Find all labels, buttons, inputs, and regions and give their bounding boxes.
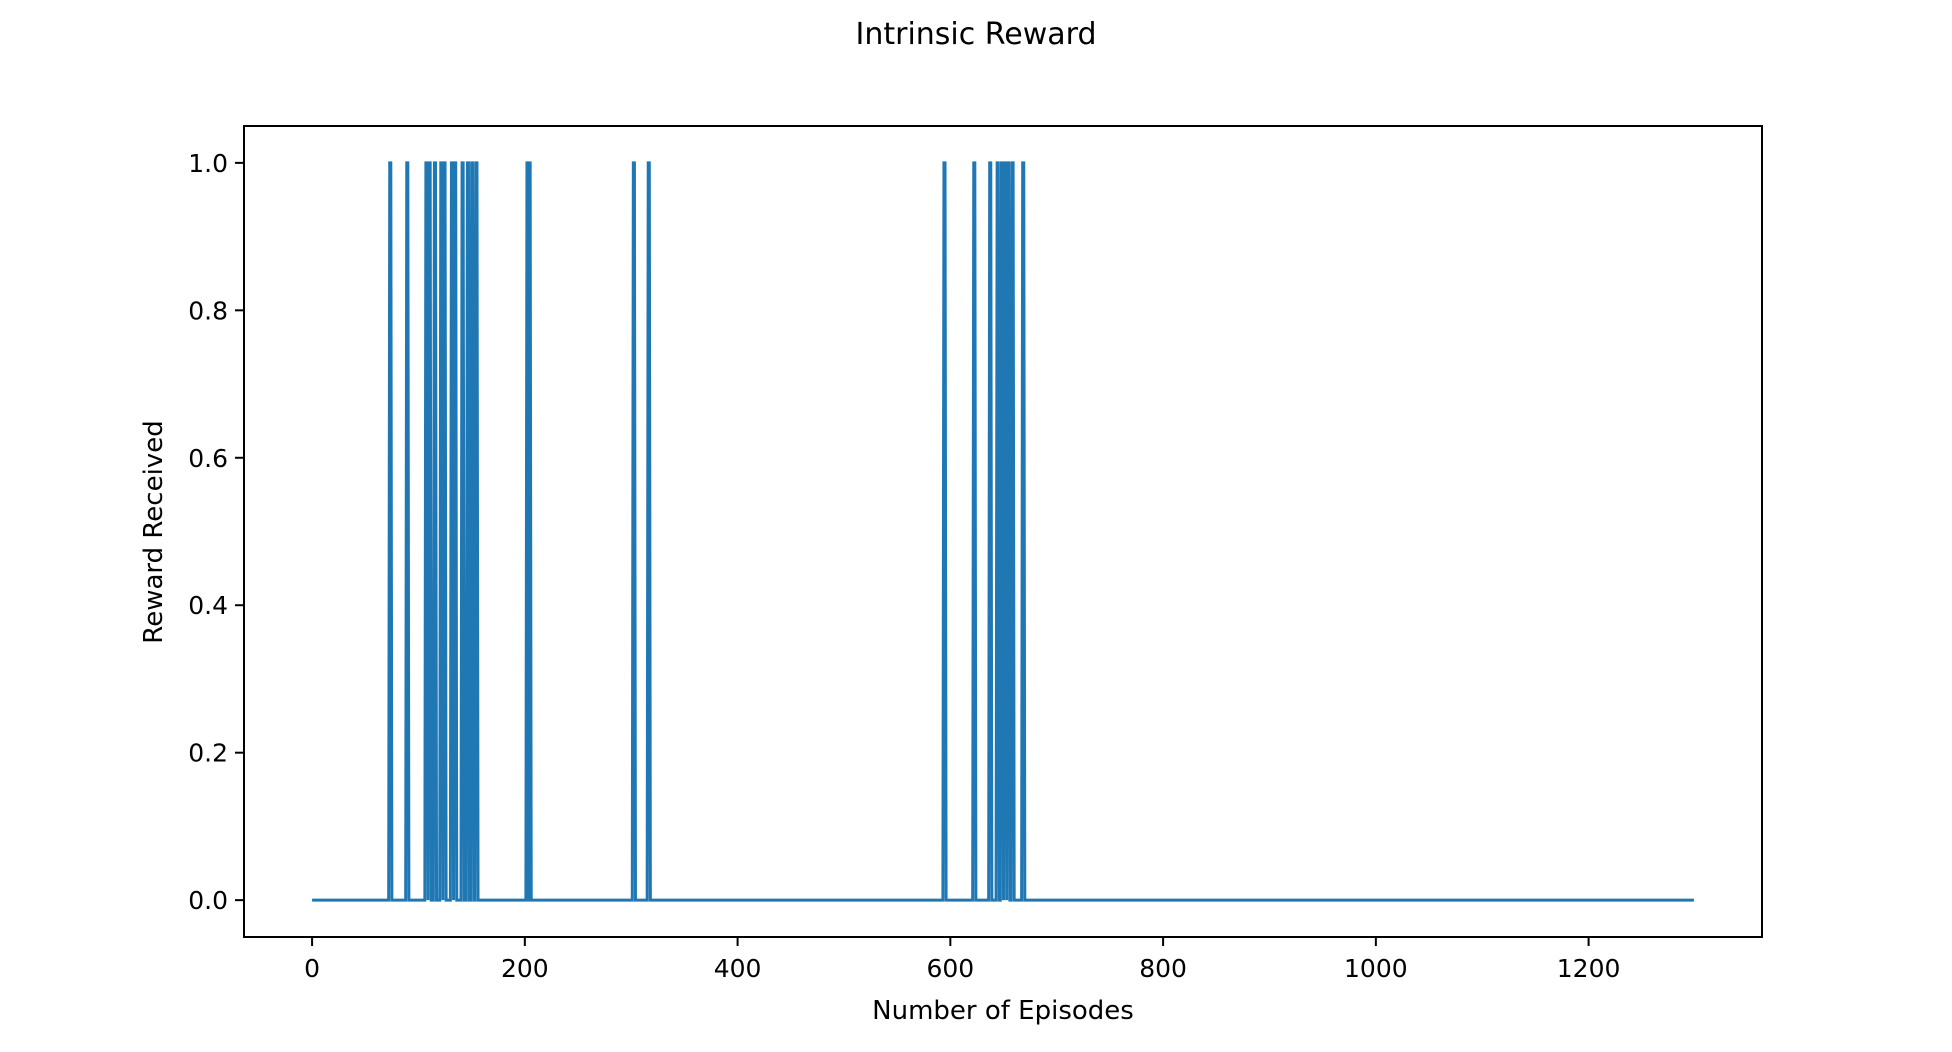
x-tick-label: 400	[714, 954, 762, 983]
y-tick-label: 0.6	[188, 444, 228, 473]
x-tick-label: 0	[304, 954, 320, 983]
y-axis-label: Reward Received	[139, 420, 169, 643]
x-tick-label: 1000	[1344, 954, 1408, 983]
x-tick-label: 200	[501, 954, 549, 983]
x-tick-label: 1200	[1557, 954, 1621, 983]
y-axis: 0.0 0.2 0.4 0.6 0.8 1.0	[188, 149, 244, 915]
x-axis-label: Number of Episodes	[872, 996, 1134, 1026]
plot-area	[243, 125, 1763, 938]
series-line	[312, 161, 1694, 902]
chart-title: Intrinsic Reward	[855, 17, 1096, 52]
y-tick-label: 0.2	[188, 739, 228, 768]
y-tick-label: 0.0	[188, 886, 228, 915]
y-tick-label: 0.8	[188, 296, 228, 325]
y-tick-label: 0.4	[188, 591, 228, 620]
x-tick-label: 600	[926, 954, 974, 983]
x-axis: 0 200 400 600 800 1000 1200	[304, 937, 1620, 983]
series-layer	[312, 161, 1694, 902]
y-tick-label: 1.0	[188, 149, 228, 178]
axes-frame	[243, 125, 1763, 938]
x-tick-label: 800	[1139, 954, 1187, 983]
